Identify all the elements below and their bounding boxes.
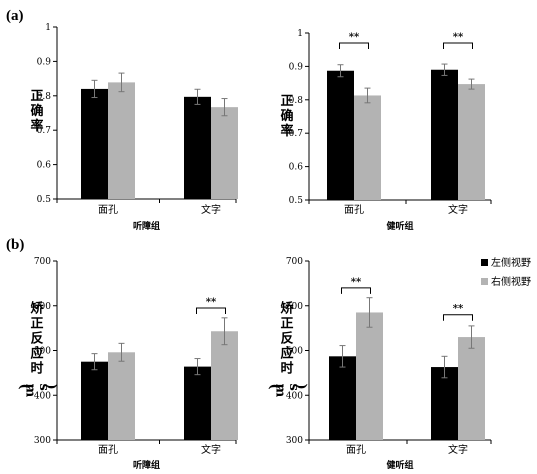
significance-label: ** [349, 32, 360, 43]
bar [431, 69, 458, 201]
y-axis-label-part: 反 [30, 331, 43, 347]
y-axis-label-part: 正 [30, 89, 43, 104]
y-axis-label-part: 正 [280, 94, 293, 109]
x-category-label: 文字 [448, 443, 468, 456]
x-category-label: 文字 [201, 203, 221, 216]
y-tick-label: 0.9 [289, 62, 304, 72]
y-tick-label: 1 [45, 23, 51, 33]
bar [81, 361, 108, 440]
y-axis-label-part: 应 [30, 346, 43, 362]
x-axis-group-label: 健听组 [386, 220, 413, 232]
bar [431, 367, 458, 440]
legend: 左侧视野 右侧视野 [481, 256, 531, 288]
significance-bracket [339, 42, 369, 50]
bar [184, 366, 211, 440]
y-axis-label-part: 矫 [30, 301, 43, 317]
x-axis-group-label: 健听组 [386, 459, 413, 471]
y-tick-label: 500 [286, 347, 303, 357]
x-axis-group-label: 听障组 [133, 220, 160, 232]
y-tick-label: 700 [286, 257, 303, 267]
y-axis-label: 矫正反应时 (ms) [16, 301, 58, 398]
legend-swatch-right [481, 278, 488, 285]
significance-bracket [443, 42, 473, 50]
significance-label: ** [453, 32, 464, 43]
y-axis-label-part: 反 [280, 331, 293, 347]
x-category-label: 面孔 [98, 204, 118, 216]
y-tick-label: 600 [34, 302, 51, 312]
legend-label-right: 右侧视野 [491, 275, 531, 288]
bar [329, 356, 356, 440]
y-axis-label-part: 矫 [280, 301, 293, 317]
y-tick-label: 0.8 [37, 92, 52, 102]
bar [108, 352, 135, 440]
x-category-label: 面孔 [346, 444, 366, 456]
y-axis-label-part: 确 [280, 108, 293, 124]
y-tick-label: 300 [34, 436, 51, 446]
y-axis-label: 正确率 [280, 94, 293, 139]
bar [458, 84, 485, 200]
bar [211, 331, 238, 440]
y-tick-label: 0.6 [37, 161, 52, 171]
y-tick-label: 700 [34, 257, 51, 267]
y-tick-label: 0.6 [289, 163, 304, 173]
y-axis-label-part: 应 [280, 346, 293, 362]
significance-bracket [341, 287, 371, 294]
x-axis-group-label: 听障组 [133, 459, 160, 471]
y-axis-label-part: 时 [280, 361, 293, 377]
panel-label-a: (a) [6, 8, 24, 24]
bar [354, 95, 381, 200]
panel-label-b: (b) [6, 237, 24, 253]
y-tick-label: 0.5 [37, 195, 52, 205]
y-axis-label: 正确率 [30, 89, 43, 134]
bar [356, 312, 383, 440]
y-tick-label: 500 [34, 347, 51, 357]
y-tick-label: 0.5 [289, 196, 304, 206]
y-tick-label: 600 [286, 302, 303, 312]
x-category-label: 面孔 [98, 444, 118, 456]
x-category-label: 文字 [201, 443, 221, 456]
significance-bracket [443, 314, 473, 321]
bar [211, 107, 238, 199]
bar [327, 70, 354, 200]
y-tick-label: 400 [34, 391, 51, 401]
significance-bracket [196, 307, 226, 314]
y-axis-label-part: 正 [30, 317, 43, 332]
y-tick-label: 0.8 [289, 96, 304, 106]
y-axis-label-part: 确 [30, 103, 43, 119]
y-tick-label: 1 [297, 29, 303, 39]
x-category-label: 面孔 [344, 204, 364, 216]
chart-b-hearing-impaired: 300 400 500 600 700 面孔 文字 ** 听障组 矫正反应时 (ms) [16, 257, 238, 471]
y-axis-label-part: 率 [280, 123, 293, 139]
bar [184, 96, 211, 199]
y-tick-label: 0.7 [289, 129, 304, 139]
chart-a-hearing: 0.5 0.6 0.7 0.8 0.9 1 面孔 文字 ** ** 健听组 正确率 [280, 29, 492, 232]
significance-label: ** [206, 297, 217, 308]
legend-label-left: 左侧视野 [491, 256, 531, 269]
y-axis-label-part: 时 [30, 361, 43, 377]
x-category-label: 文字 [448, 203, 468, 216]
y-axis-label-part: 正 [280, 317, 293, 332]
legend-swatch-left [481, 259, 488, 266]
bar [458, 337, 485, 440]
y-tick-label: 300 [286, 436, 303, 446]
y-tick-label: 400 [286, 391, 303, 401]
y-tick-label: 0.7 [37, 126, 52, 136]
significance-label: ** [453, 304, 464, 315]
y-axis-label-part: (ms) [16, 384, 58, 398]
bar [81, 88, 108, 199]
y-axis-label-part: 率 [30, 118, 43, 134]
bar [108, 82, 135, 199]
significance-label: ** [351, 277, 362, 288]
y-tick-label: 0.9 [37, 57, 52, 67]
